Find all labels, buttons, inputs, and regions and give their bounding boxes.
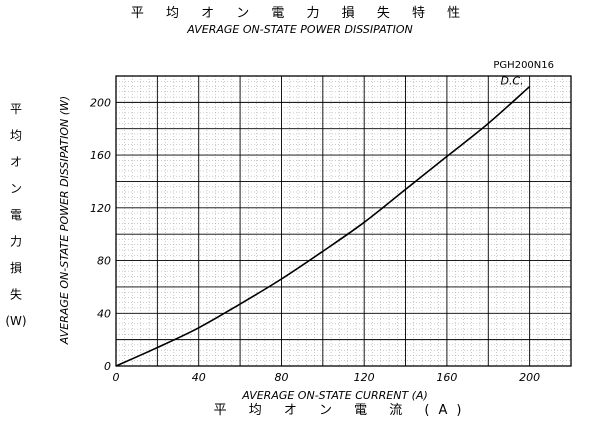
x-tick-labels: 0 40 80 120 160 200 — [113, 371, 541, 384]
y-axis-label-japanese-char: ン — [10, 182, 22, 196]
y-axis-label-japanese-char: (W) — [5, 314, 26, 328]
x-tick-label: 120 — [354, 371, 375, 384]
part-number-label: PGH200N16 — [493, 60, 554, 71]
series-label-dc: D.C. — [500, 75, 523, 88]
y-tick-label: 80 — [97, 255, 111, 268]
y-axis-label-japanese-char: 電 — [10, 208, 22, 222]
chart-title-japanese: 平 均 オ ン 電 力 損 失 特 性 — [131, 6, 469, 21]
y-axis-label-japanese-char: 損 — [10, 260, 22, 275]
y-tick-label: 160 — [90, 149, 111, 162]
y-axis-label-japanese-char: オ — [10, 155, 22, 169]
y-axis-label: AVERAGE ON-STATE POWER DISSIPATION (W) — [58, 96, 71, 345]
y-tick-label: 0 — [104, 360, 111, 373]
major-grid — [116, 76, 571, 366]
series-layer: D.C. — [115, 75, 531, 367]
x-axis-label-japanese: 平 均 オ ン 電 流 (A) — [214, 403, 471, 418]
x-tick-label: 40 — [192, 371, 206, 384]
plot-frame — [115, 75, 572, 367]
y-tick-label: 40 — [97, 307, 111, 320]
chart-title: AVERAGE ON-STATE POWER DISSIPATION — [186, 23, 412, 36]
y-tick-labels: 0 40 80 120 160 200 — [90, 96, 111, 373]
y-axis-label-japanese-char: 力 — [10, 235, 22, 249]
y-axis-label-japanese-char: 失 — [10, 287, 22, 302]
x-tick-label: 160 — [436, 371, 457, 384]
x-tick-label: 80 — [274, 371, 288, 384]
y-tick-label: 200 — [90, 96, 111, 109]
x-tick-label: 0 — [113, 371, 120, 384]
y-tick-label: 120 — [90, 202, 111, 215]
series-line-dc — [115, 85, 531, 367]
x-axis-label: AVERAGE ON-STATE CURRENT (A) — [241, 389, 428, 402]
y-axis-label-japanese-char: 平 — [10, 102, 22, 116]
y-axis-label-japanese-char: 均 — [10, 129, 22, 143]
minor-grid — [115, 75, 572, 367]
x-tick-label: 200 — [519, 371, 540, 384]
